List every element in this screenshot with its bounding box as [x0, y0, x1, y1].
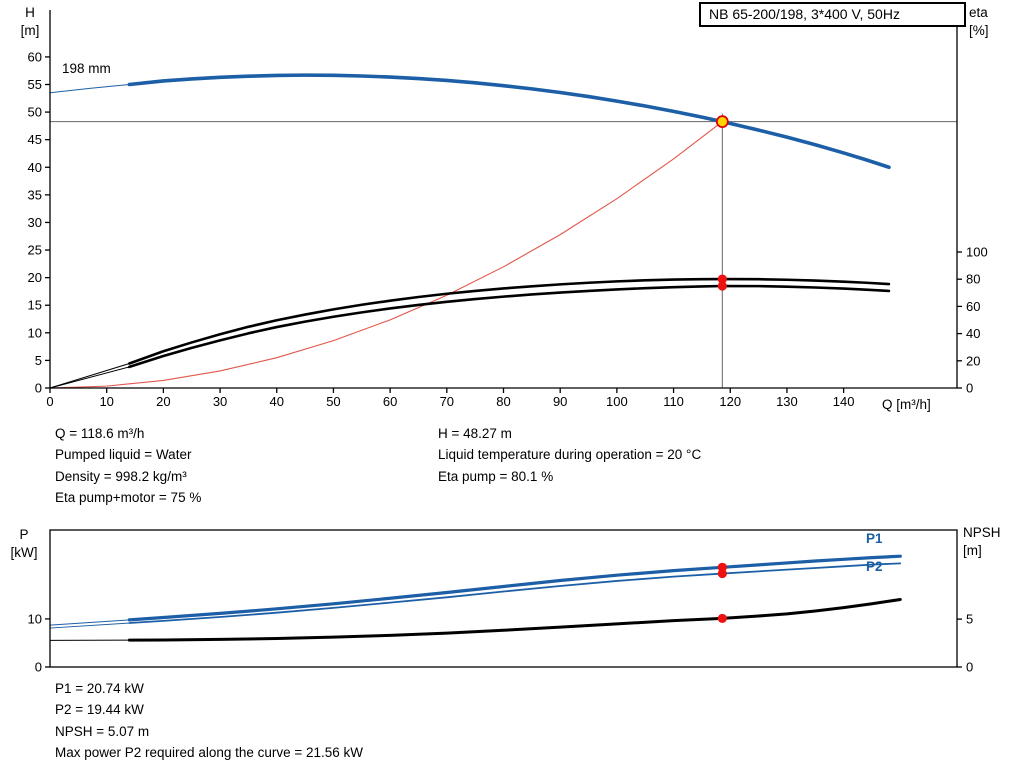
svg-text:20: 20 — [966, 353, 980, 368]
duty-info-left: Q = 118.6 m³/h Pumped liquid = Water Den… — [55, 423, 201, 509]
svg-text:120: 120 — [719, 394, 741, 409]
svg-text:60: 60 — [28, 49, 42, 64]
pump-title: NB 65-200/198, 3*400 V, 50Hz — [709, 6, 900, 22]
info-density: Density = 998.2 kg/m³ — [55, 468, 187, 484]
svg-text:10: 10 — [28, 325, 42, 340]
svg-text:45: 45 — [28, 132, 42, 147]
svg-text:5: 5 — [966, 612, 973, 627]
svg-text:35: 35 — [28, 187, 42, 202]
q-axis-label: Q [m³/h] — [882, 397, 931, 412]
eta-axis-label-line1: eta — [969, 5, 988, 20]
svg-text:50: 50 — [326, 394, 340, 409]
svg-text:40: 40 — [28, 160, 42, 175]
info-p1: P1 = 20.74 kW — [55, 681, 144, 696]
svg-text:50: 50 — [28, 105, 42, 120]
p2-curve-label: P2 — [866, 559, 883, 574]
svg-text:20: 20 — [28, 270, 42, 285]
svg-text:100: 100 — [606, 394, 628, 409]
npsh-axis-label-line2: [m] — [963, 543, 982, 558]
info-max-power: Max power P2 required along the curve = … — [55, 745, 364, 761]
svg-text:55: 55 — [28, 77, 42, 92]
svg-text:60: 60 — [383, 394, 397, 409]
svg-text:25: 25 — [28, 243, 42, 258]
svg-text:20: 20 — [156, 394, 170, 409]
info-h: H = 48.27 m — [438, 426, 512, 441]
power-info-block: P1 = 20.74 kW P2 = 19.44 kW NPSH = 5.07 … — [55, 678, 363, 764]
p-axis-label: P [kW] — [2, 526, 46, 562]
svg-text:5: 5 — [35, 353, 42, 368]
svg-text:0: 0 — [46, 394, 53, 409]
npsh-axis-label: NPSH [m] — [963, 524, 1001, 560]
svg-text:40: 40 — [270, 394, 284, 409]
duty-info-right: H = 48.27 m Liquid temperature during op… — [438, 423, 701, 487]
info-npsh: NPSH = 5.07 m — [55, 723, 150, 739]
eta-axis-label-line2: [%] — [969, 23, 989, 38]
svg-text:70: 70 — [440, 394, 454, 409]
info-q: Q = 118.6 m³/h — [55, 426, 145, 441]
svg-text:0: 0 — [966, 660, 973, 675]
h-axis-label: H [m] — [12, 4, 48, 40]
svg-text:30: 30 — [213, 394, 227, 409]
info-pumped-liquid: Pumped liquid = Water — [55, 447, 192, 463]
svg-text:80: 80 — [496, 394, 510, 409]
svg-text:40: 40 — [966, 326, 980, 341]
svg-text:60: 60 — [966, 299, 980, 314]
svg-text:80: 80 — [966, 272, 980, 287]
svg-text:0: 0 — [966, 381, 973, 396]
svg-text:90: 90 — [553, 394, 567, 409]
svg-text:100: 100 — [966, 245, 988, 260]
svg-text:140: 140 — [833, 394, 855, 409]
p-axis-label-line2: [kW] — [10, 545, 38, 560]
svg-text:15: 15 — [28, 298, 42, 313]
p-axis-label-line1: P — [19, 527, 29, 542]
svg-text:30: 30 — [28, 215, 42, 230]
svg-text:10: 10 — [99, 394, 113, 409]
eta-axis-label: eta [%] — [969, 4, 989, 40]
npsh-axis-label-line1: NPSH — [963, 525, 1001, 540]
h-axis-label-line2: [m] — [20, 23, 40, 38]
svg-text:0: 0 — [35, 660, 42, 675]
svg-text:0: 0 — [35, 381, 42, 396]
svg-text:110: 110 — [663, 394, 684, 409]
pump-title-box: NB 65-200/198, 3*400 V, 50Hz — [699, 2, 966, 27]
h-axis-label-line1: H — [25, 5, 35, 20]
info-liquid-temperature: Liquid temperature during operation = 20… — [438, 447, 702, 463]
info-eta-pump-motor: Eta pump+motor = 75 % — [55, 490, 202, 506]
impeller-diameter-label: 198 mm — [62, 61, 111, 76]
info-p2: P2 = 19.44 kW — [55, 702, 144, 718]
svg-text:130: 130 — [776, 394, 798, 409]
p1-curve-label: P1 — [866, 531, 883, 546]
info-eta-pump: Eta pump = 80.1 % — [438, 468, 554, 484]
svg-text:10: 10 — [28, 611, 42, 626]
